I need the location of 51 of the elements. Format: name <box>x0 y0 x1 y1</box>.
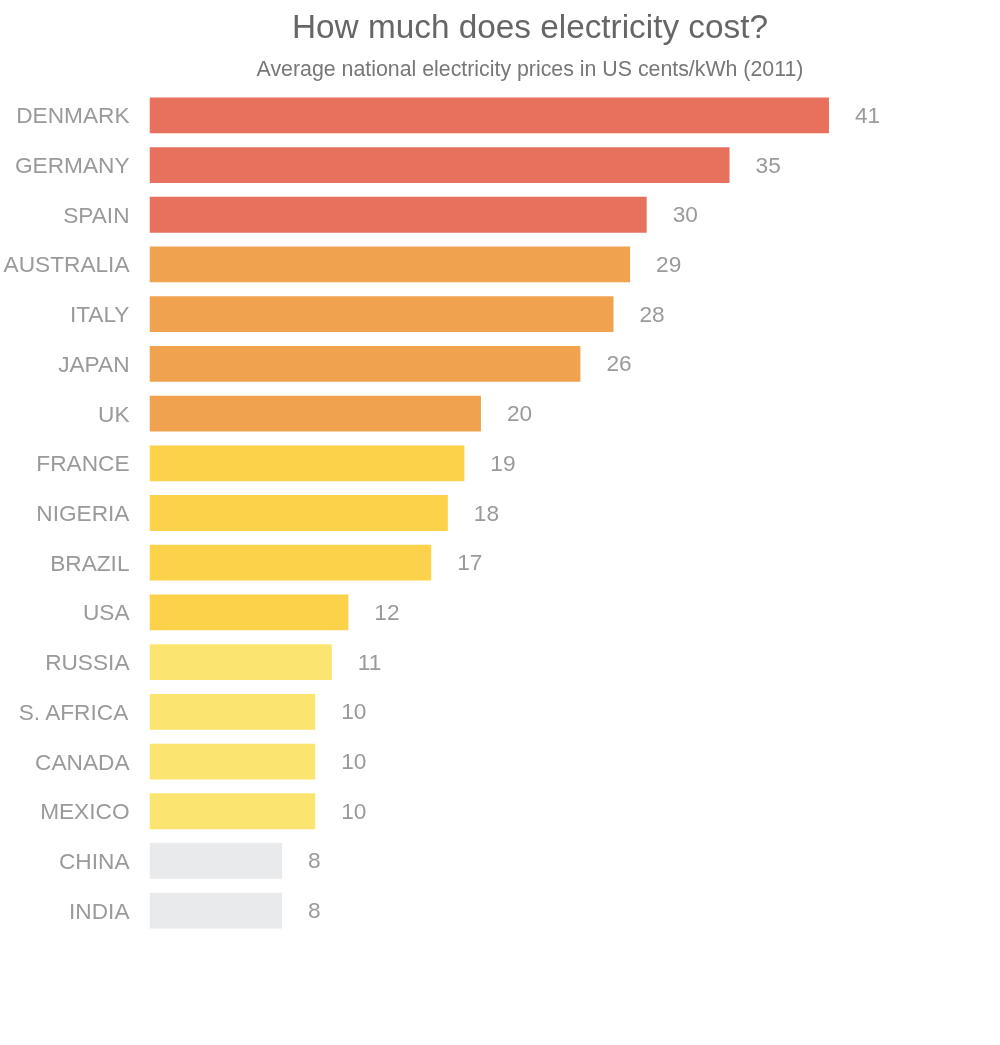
bar <box>149 594 349 631</box>
bar <box>149 793 316 830</box>
data-label: 10 <box>341 748 367 775</box>
chart-title: How much does electricity cost? <box>291 7 769 45</box>
y-tick-label: JAPAN <box>58 350 130 377</box>
bar <box>149 644 332 681</box>
bar <box>149 395 481 432</box>
y-tick-label: ITALY <box>69 301 130 328</box>
y-tick-label: NIGERIA <box>36 500 131 526</box>
data-label: 18 <box>473 499 499 526</box>
bar <box>149 246 631 283</box>
data-label: 20 <box>506 400 533 427</box>
data-label: 28 <box>639 300 665 327</box>
y-tick-label: AUSTRALIA <box>3 251 131 278</box>
y-tick-label: INDIA <box>69 897 131 924</box>
bar <box>149 495 448 531</box>
data-label: 17 <box>457 549 483 576</box>
bar <box>149 743 316 780</box>
data-label: 8 <box>308 847 321 874</box>
bar <box>149 147 730 183</box>
bar <box>149 97 829 134</box>
data-label: 26 <box>606 350 632 377</box>
bar <box>149 296 614 333</box>
y-tick-label: BRAZIL <box>50 549 130 576</box>
data-label: 29 <box>656 250 682 277</box>
y-tick-label: RUSSIA <box>45 649 131 676</box>
y-tick-label: UK <box>98 400 130 427</box>
bar <box>149 693 316 730</box>
data-label: 10 <box>341 797 367 824</box>
y-tick-label: S. AFRICA <box>18 698 130 725</box>
data-label: 35 <box>755 151 781 178</box>
y-tick-label: CANADA <box>35 748 131 775</box>
data-label: 12 <box>374 598 400 625</box>
y-tick-label: USA <box>82 599 131 626</box>
bar <box>149 196 647 233</box>
data-label: 19 <box>490 449 516 476</box>
chart-subtitle: Average national electricity prices in US cents/kWh (2011) <box>256 56 804 81</box>
y-tick-label: DENMARK <box>16 102 130 129</box>
data-label: 10 <box>341 698 367 725</box>
data-label: 8 <box>308 897 321 924</box>
y-tick-label: GERMANY <box>14 152 130 179</box>
y-tick-label: CHINA <box>59 847 131 874</box>
bar <box>149 345 581 382</box>
y-tick-label: FRANCE <box>36 450 130 477</box>
data-label: 11 <box>357 648 382 675</box>
y-tick-label: MEXICO <box>40 798 130 825</box>
y-tick-label: SPAIN <box>63 201 130 228</box>
bar <box>149 544 432 581</box>
bar <box>149 445 465 482</box>
data-label: 41 <box>854 101 881 128</box>
data-label: 30 <box>672 201 698 228</box>
